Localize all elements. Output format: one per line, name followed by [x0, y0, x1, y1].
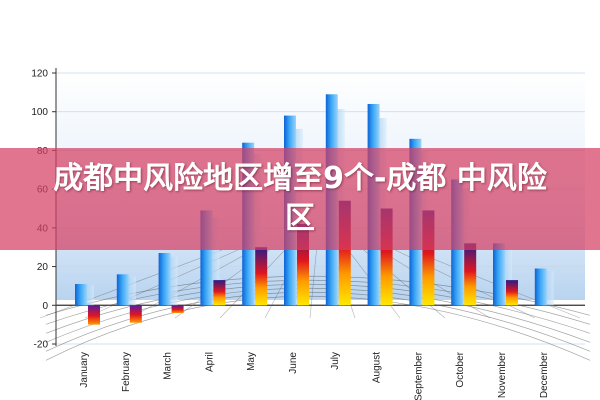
bar-series-2 [213, 280, 226, 306]
y-tick-label: 20 [37, 262, 49, 273]
bar-series-2 [506, 280, 518, 306]
bar-series-2 [129, 305, 142, 323]
x-tick-label: June [288, 352, 299, 374]
bar-series-1 [116, 274, 129, 306]
floor-ray [129, 249, 254, 319]
x-tick-label: September [413, 351, 424, 400]
x-tick-label: May [246, 352, 257, 371]
title-banner: 成都中风险地区增至9个-成都 中风险区 [0, 148, 600, 250]
bar-series-1 [75, 283, 87, 306]
x-tick-label: November [497, 351, 508, 398]
bar-series-2 [171, 305, 184, 314]
bar-series-1 [158, 253, 171, 306]
bar-series-2 [255, 247, 268, 306]
y-tick-label: -20 [34, 340, 49, 351]
banner-title: 成都中风险地区增至9个-成都 中风险区 [53, 161, 547, 236]
y-tick-label: 0 [42, 301, 48, 312]
floor-ray [379, 249, 491, 319]
bar-series-2 [88, 305, 100, 325]
x-tick-label: April [204, 352, 215, 372]
x-axis: January February March April May June July Augu… [79, 351, 550, 400]
y-tick-label: 120 [31, 69, 48, 80]
x-tick-label: October [455, 351, 466, 387]
bar-series-2 [464, 243, 477, 306]
x-tick-label: August [372, 352, 383, 383]
y-tick-label: 100 [31, 107, 48, 118]
x-tick-label: February [121, 352, 132, 392]
x-tick-label: January [79, 352, 90, 388]
x-tick-label: March [163, 352, 174, 380]
x-tick-label: July [330, 352, 341, 370]
x-tick-label: December [539, 351, 550, 398]
bar-series-1 [493, 243, 505, 306]
floor-ray [309, 249, 317, 319]
bar-series-1 [534, 268, 547, 306]
floor-curve [45, 292, 591, 352]
floor-curve [45, 296, 591, 361]
